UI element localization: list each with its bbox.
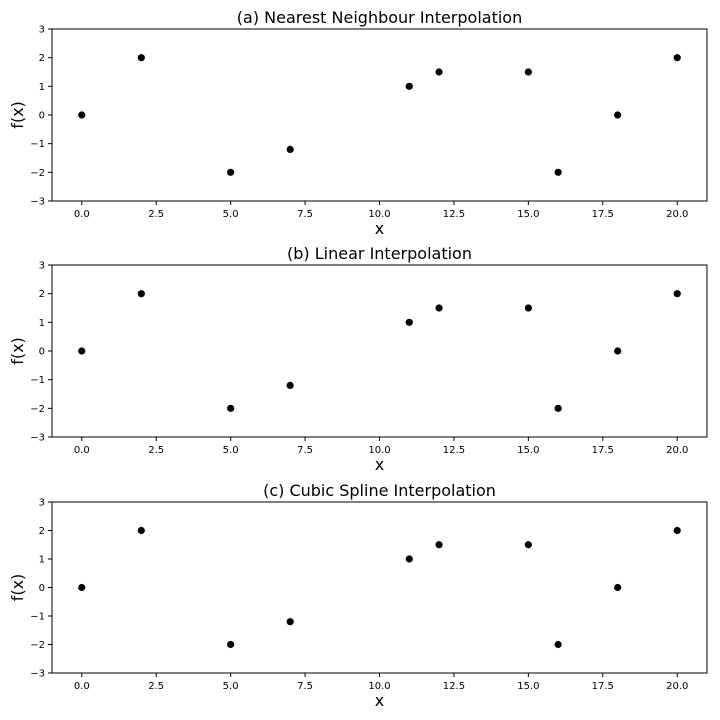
x-tick-label: 20.0: [666, 209, 688, 220]
y-tick-label: 1: [39, 555, 45, 566]
data-point: [435, 68, 443, 76]
plot-frame: [51, 28, 708, 202]
plot-frame: [51, 264, 708, 438]
y-tick-label: 0: [39, 347, 45, 358]
x-axis-label: x: [375, 219, 384, 238]
x-tick-label: 20.0: [666, 445, 688, 456]
y-tick-label: −2: [30, 640, 45, 651]
y-tick-label: −3: [30, 669, 45, 680]
data-point: [673, 526, 681, 535]
data-point: [524, 68, 532, 76]
x-tick-label: 17.5: [592, 445, 614, 456]
data-point: [554, 640, 562, 649]
data-point: [286, 381, 294, 389]
x-axis-label: x: [375, 455, 384, 474]
data-point: [137, 526, 145, 535]
subplot-3: (c) Cubic Spline Interpolation 0.0 2.5 5.0 7…: [8, 481, 708, 710]
data-point: [614, 583, 622, 592]
y-tick-label: 3: [39, 261, 45, 272]
data-point: [286, 618, 294, 626]
data-point: [78, 347, 86, 355]
y-tick-label: −1: [30, 139, 45, 150]
x-tick-label: 10.0: [368, 445, 390, 456]
data-point: [286, 145, 294, 153]
data-point: [673, 54, 681, 62]
data-point: [554, 168, 562, 176]
y-axis-label: f(x): [8, 337, 27, 365]
x-axis-label: x: [375, 691, 384, 710]
x-tick-label: 5.0: [223, 445, 239, 456]
data-point: [227, 640, 235, 649]
data-point: [524, 304, 532, 312]
x-tick-label: 12.5: [443, 209, 465, 220]
data-point: [405, 82, 413, 90]
x-tick-label: 0.0: [74, 209, 90, 220]
x-tick-label: 2.5: [148, 445, 164, 456]
subplot-title: (c) Cubic Spline Interpolation: [263, 481, 496, 500]
x-tick-label: 7.5: [297, 209, 313, 220]
y-axis-label: f(x): [8, 101, 27, 129]
data-point: [137, 54, 145, 62]
data-point: [673, 290, 681, 298]
y-axis-label: f(x): [8, 574, 27, 602]
subplot-1: (a) Nearest Neighbour Interpolation 0.0 2.…: [8, 8, 708, 238]
y-tick-label: −2: [30, 168, 45, 179]
x-tick-label: 12.5: [443, 681, 465, 692]
subplot-title: (b) Linear Interpolation: [287, 244, 472, 263]
x-tick-label: 0.0: [74, 681, 90, 692]
x-tick-label: 7.5: [297, 681, 313, 692]
x-tick-label: 10.0: [368, 681, 390, 692]
x-tick-label: 2.5: [148, 681, 164, 692]
y-tick-label: 2: [39, 289, 45, 300]
data-point: [78, 583, 86, 592]
data-point: [614, 347, 622, 355]
y-tick-label: 0: [39, 583, 45, 594]
subplot-title: (a) Nearest Neighbour Interpolation: [237, 8, 522, 27]
y-tick-label: 0: [39, 111, 45, 122]
data-point: [405, 555, 413, 563]
x-tick-label: 5.0: [223, 209, 239, 220]
y-tick-label: 1: [39, 82, 45, 93]
data-point: [227, 404, 235, 412]
y-tick-label: −1: [30, 375, 45, 386]
data-point: [435, 304, 443, 312]
x-tick-label: 12.5: [443, 445, 465, 456]
x-tick-label: 15.0: [517, 445, 539, 456]
y-tick-label: −1: [30, 612, 45, 623]
data-point: [137, 290, 145, 298]
x-tick-label: 10.0: [368, 209, 390, 220]
data-point: [227, 168, 235, 176]
x-tick-label: 0.0: [74, 445, 90, 456]
y-tick-label: 3: [39, 25, 45, 36]
x-tick-label: 17.5: [592, 681, 614, 692]
x-tick-label: 7.5: [297, 445, 313, 456]
data-point: [614, 111, 622, 119]
x-tick-label: 17.5: [592, 209, 614, 220]
x-tick-label: 5.0: [223, 681, 239, 692]
y-tick-label: 1: [39, 318, 45, 329]
data-point: [78, 111, 86, 119]
y-tick-label: −3: [30, 197, 45, 208]
x-tick-label: 20.0: [666, 681, 688, 692]
y-tick-label: −3: [30, 433, 45, 444]
data-point: [554, 404, 562, 412]
x-tick-label: 2.5: [148, 209, 164, 220]
x-tick-label: 15.0: [517, 209, 539, 220]
data-point: [405, 318, 413, 326]
y-tick-label: 2: [39, 526, 45, 537]
data-point: [435, 541, 443, 549]
y-tick-label: 3: [39, 498, 45, 509]
x-tick-label: 15.0: [517, 681, 539, 692]
y-tick-label: 2: [39, 53, 45, 64]
y-tick-label: −2: [30, 404, 45, 415]
subplot-2: (b) Linear Interpolation 0.0 2.5 5.0 7.5 10.0…: [8, 244, 708, 474]
plot-frame: [51, 501, 708, 674]
data-point: [524, 541, 532, 549]
